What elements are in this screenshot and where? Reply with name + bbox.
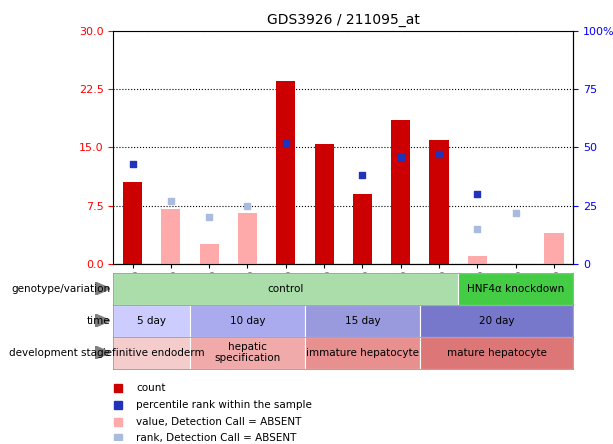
Bar [200,244,219,264]
Point [281,139,291,147]
Bar [113,337,190,369]
Text: rank, Detection Call = ABSENT: rank, Detection Call = ABSENT [137,432,297,443]
Bar [238,213,257,264]
Text: genotype/variation: genotype/variation [11,284,110,293]
Bar [276,82,295,264]
Text: value, Detection Call = ABSENT: value, Detection Call = ABSENT [137,416,302,427]
Text: time: time [86,316,110,325]
Bar [391,120,410,264]
Bar [420,305,573,337]
Text: HNF4α knockdown: HNF4α knockdown [467,284,565,293]
Polygon shape [95,282,110,295]
Text: development stage: development stage [9,348,110,357]
Title: GDS3926 / 211095_at: GDS3926 / 211095_at [267,13,420,27]
Bar [459,273,573,305]
Text: 20 day: 20 day [479,316,514,325]
Bar [113,273,459,305]
Point [243,202,253,209]
Bar [544,233,563,264]
Point [511,209,520,216]
Text: count: count [137,383,166,392]
Text: hepatic
specification: hepatic specification [215,342,281,363]
Bar [113,305,190,337]
Bar [468,256,487,264]
Bar [314,143,333,264]
Polygon shape [95,314,110,327]
Point [434,151,444,158]
Point [357,172,367,179]
Text: mature hepatocyte: mature hepatocyte [447,348,546,357]
Text: 5 day: 5 day [137,316,166,325]
Text: percentile rank within the sample: percentile rank within the sample [137,400,312,410]
Point [396,153,406,160]
Point [128,160,137,167]
Text: definitive endoderm: definitive endoderm [99,348,205,357]
Text: 15 day: 15 day [345,316,380,325]
Point [204,214,214,221]
Bar [430,140,449,264]
Polygon shape [95,346,110,359]
Bar [190,305,305,337]
Point [473,225,482,232]
Text: 10 day: 10 day [230,316,265,325]
Bar [161,210,180,264]
Bar [305,337,420,369]
Bar [190,337,305,369]
Bar [123,182,142,264]
Bar [420,337,573,369]
Bar [353,194,372,264]
Text: control: control [268,284,304,293]
Point [473,190,482,198]
Bar [305,305,420,337]
Text: immature hepatocyte: immature hepatocyte [306,348,419,357]
Point [166,198,176,205]
